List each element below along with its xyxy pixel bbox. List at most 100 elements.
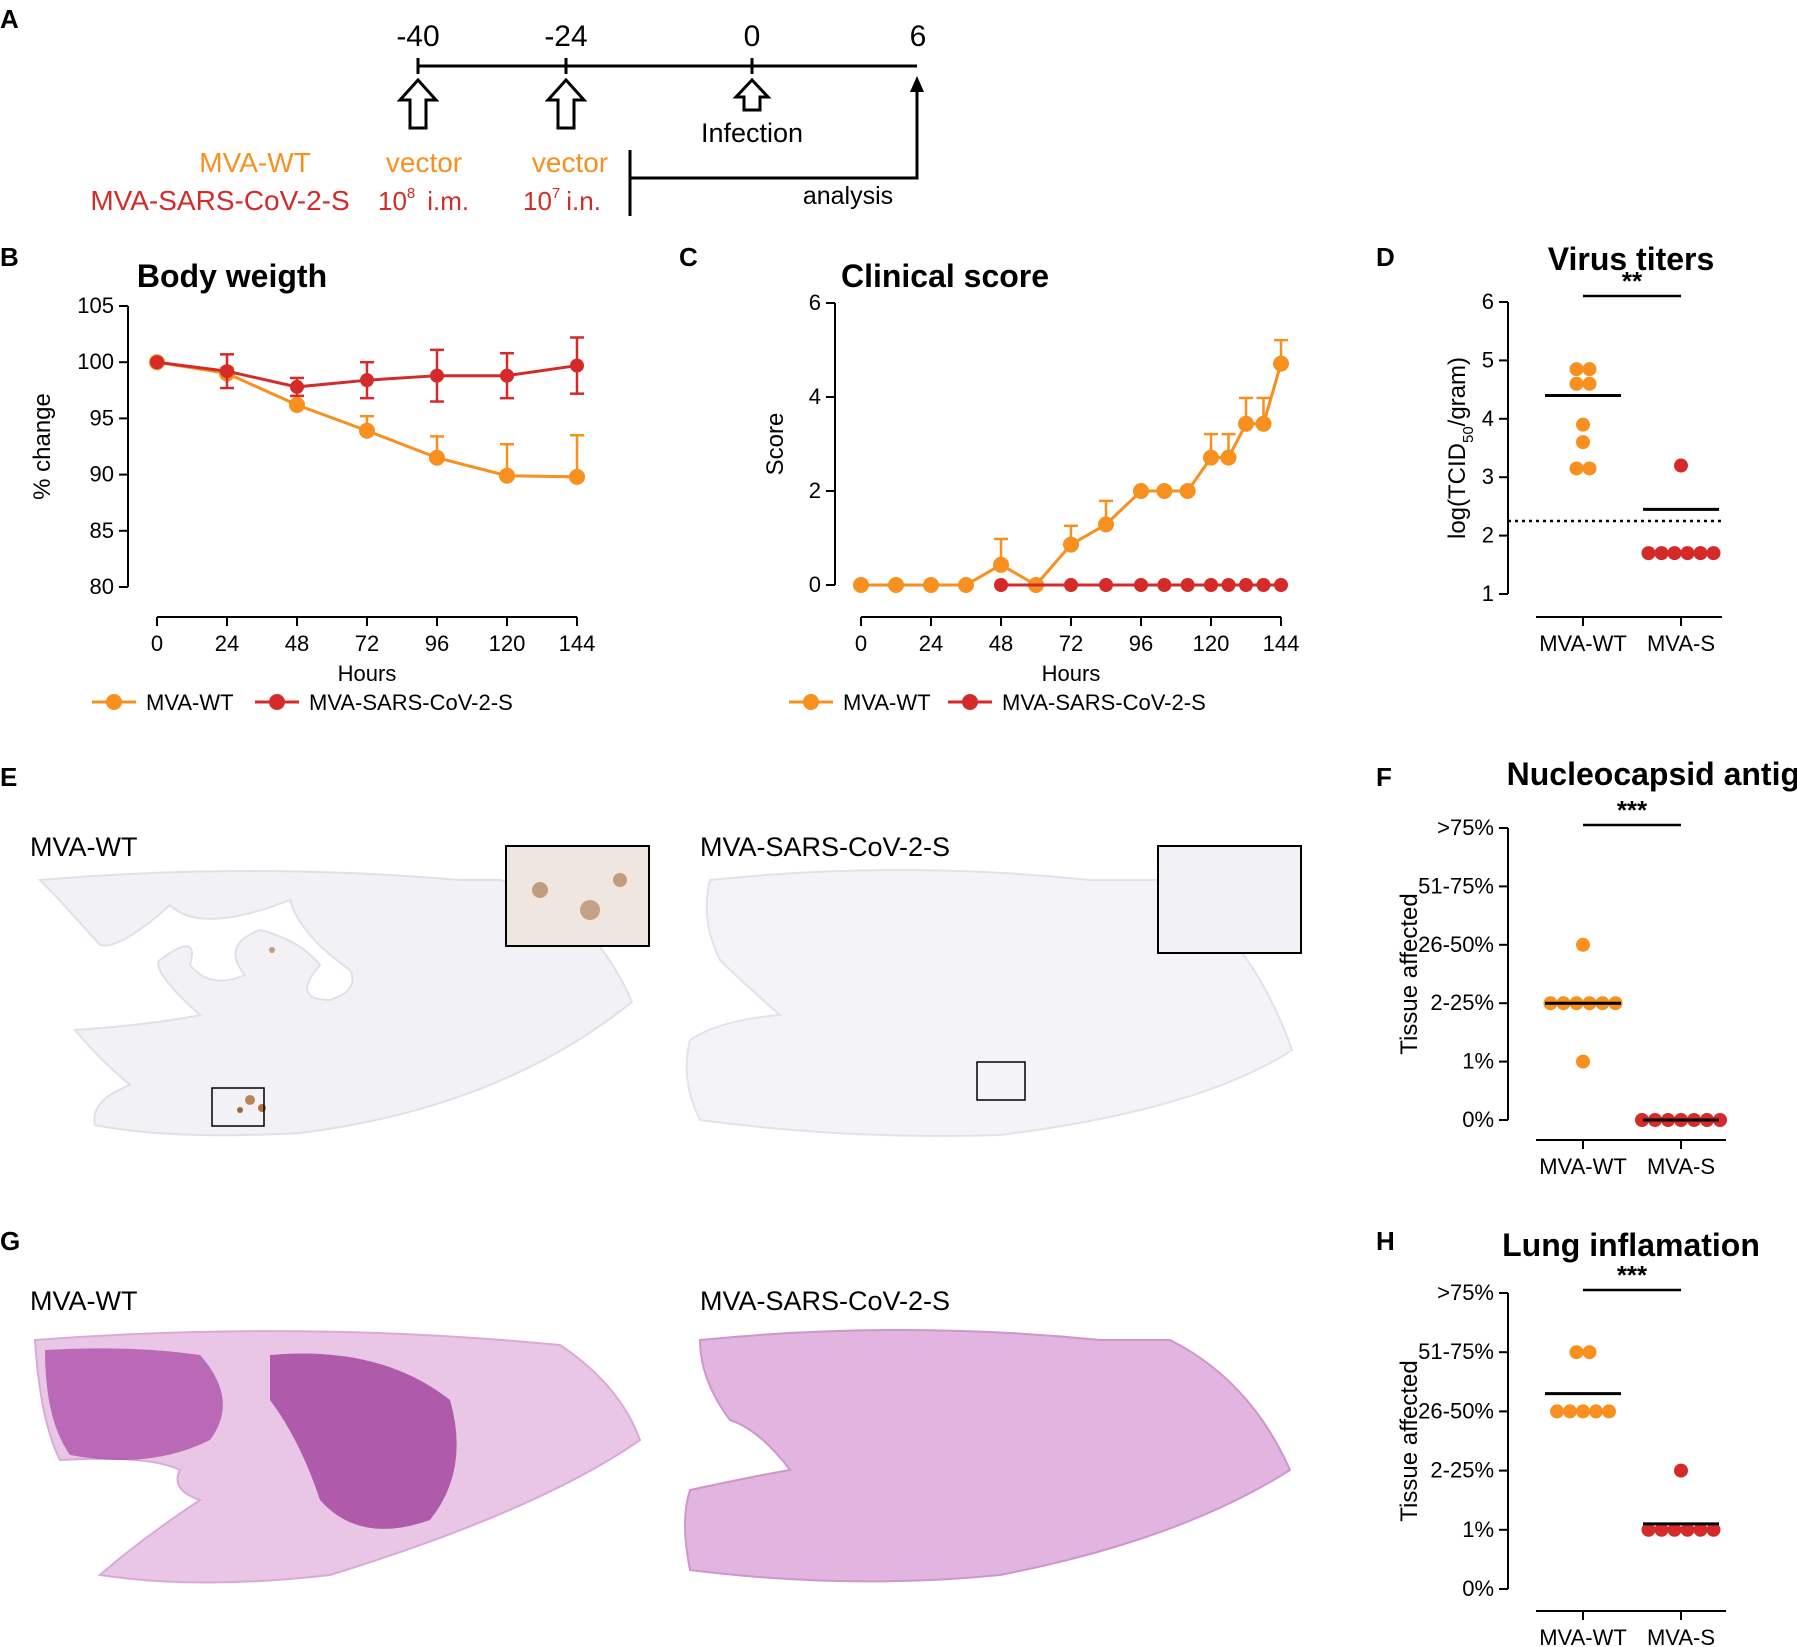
data-point: [888, 577, 904, 593]
y-tick-label: 2-25%: [1430, 990, 1494, 1015]
y-tick-label: 4: [809, 384, 821, 409]
y-tick-label: 90: [90, 462, 114, 487]
ihc-lung-wt: [37, 845, 650, 1137]
data-point: [360, 373, 374, 388]
data-point: [1674, 1463, 1688, 1478]
data-point: [500, 368, 514, 383]
zoom-region-box: [211, 1087, 265, 1127]
data-point: [1576, 417, 1590, 432]
y-axis-label: log(TCID50/gram): [1444, 357, 1477, 539]
x-tick-label: 144: [1263, 631, 1300, 656]
significance-stars: ***: [1617, 1260, 1648, 1290]
data-point: [1602, 1404, 1616, 1419]
data-point: [853, 577, 869, 593]
chart-virus-titers: Virus titers 1 2 3 4 5 6 MVA-WT MVA-S ** log(TCID5…: [1444, 241, 1725, 656]
legend-label: MVA-SARS-CoV-2-S: [309, 690, 513, 715]
x-tick-label: 120: [1193, 631, 1230, 656]
panel-letter-e: E: [0, 762, 17, 792]
data-point: [499, 467, 515, 484]
data-point: [220, 364, 234, 379]
panel-letter-g: G: [0, 1226, 20, 1256]
x-axis-label: Hours: [338, 661, 397, 686]
y-tick-label: 5: [1482, 347, 1494, 372]
y-tick-label: 3: [1482, 464, 1494, 489]
x-tick-label: MVA-WT: [1539, 1154, 1627, 1179]
data-point: [1550, 1404, 1564, 1419]
data-point: [1064, 578, 1078, 592]
chart-lung-inflammation: Lung inflamation 0% 1% 2-25% 26-50% 51-75% >75…: [1396, 1227, 1760, 1647]
data-point: [1221, 578, 1236, 592]
panel-letter-d: D: [1376, 242, 1395, 272]
legend-label: MVA-WT: [843, 690, 931, 715]
inflamed-region: [270, 1353, 457, 1529]
data-point: [1582, 461, 1597, 476]
x-tick-label: 48: [285, 631, 309, 656]
stain-spot: [613, 873, 627, 887]
y-tick-label: 0%: [1462, 1107, 1494, 1132]
dose-1: 108 i.m.: [378, 185, 469, 216]
y-tick-label: 85: [90, 518, 114, 543]
panel-letter-f: F: [1376, 762, 1392, 792]
y-axis-label: Score: [762, 413, 789, 476]
data-point: [1204, 578, 1218, 592]
he-lung-s: [684, 1329, 1292, 1583]
data-point: [1582, 1345, 1597, 1360]
y-tick-label: >75%: [1437, 1280, 1494, 1305]
analysis-label: analysis: [803, 182, 893, 210]
x-tick-label: MVA-S: [1647, 1154, 1715, 1179]
data-point: [1635, 1113, 1649, 1127]
data-point: [1654, 1522, 1669, 1537]
legend-marker: [962, 694, 978, 710]
data-point: [1680, 546, 1695, 561]
timeline-label: 6: [910, 20, 927, 53]
y-tick-label: 105: [77, 293, 114, 318]
data-point: [958, 577, 974, 593]
x-axis-label: Hours: [1042, 661, 1101, 686]
panel-a: A -40 -24 0 6 Infection analysis MVA-WT …: [0, 4, 926, 216]
timeline-label: -24: [544, 20, 587, 53]
y-tick-label: 1: [1482, 581, 1494, 606]
x-tick-label: 72: [1059, 631, 1083, 656]
y-tick-label: 80: [90, 574, 114, 599]
lung-section: [685, 869, 1294, 1137]
chart-nucleocapsid: Nucleocapsid antigen 0% 1% 2-25% 26-50% 51-75…: [1396, 756, 1797, 1179]
y-tick-label: 4: [1482, 406, 1494, 431]
data-point: [570, 358, 584, 373]
x-tick-label: 48: [989, 631, 1013, 656]
group-label-s: MVA-SARS-CoV-2-S: [90, 185, 349, 216]
legend-marker: [106, 694, 122, 710]
x-tick-label: 72: [355, 631, 379, 656]
infection-arrow-icon: [732, 77, 772, 112]
data-point: [993, 556, 1009, 573]
data-point: [429, 449, 445, 466]
series-line-wt: [861, 363, 1283, 587]
data-point: [1569, 376, 1584, 391]
group-label-wt: MVA-WT: [199, 147, 310, 178]
data-point: [1157, 578, 1172, 592]
data-point: [569, 468, 585, 485]
stain-spot: [245, 1095, 255, 1105]
panel-letter-b: B: [0, 242, 19, 272]
immunization-arrow-icon: [396, 77, 440, 130]
data-point: [1179, 483, 1196, 499]
chart-title: Lung inflamation: [1502, 1227, 1760, 1263]
dose-2: 107 i.n.: [523, 185, 601, 216]
x-tick-label: MVA-S: [1647, 631, 1715, 656]
histo-label-s: MVA-SARS-CoV-2-S: [700, 832, 950, 862]
data-point: [1134, 578, 1148, 592]
data-point: [1156, 483, 1173, 499]
data-point: [1582, 376, 1597, 391]
x-tick-label: MVA-S: [1647, 1625, 1715, 1647]
stain-spot: [258, 1104, 266, 1112]
data-point: [1680, 1522, 1695, 1537]
data-point: [1693, 1522, 1708, 1537]
data-point: [1582, 362, 1597, 377]
ihc-lung-s: [685, 845, 1302, 1137]
data-point: [1706, 1522, 1721, 1537]
chart-title: Clinical score: [841, 258, 1049, 294]
lung-section: [37, 870, 634, 1137]
lung-section: [684, 1329, 1292, 1583]
data-point: [1667, 546, 1682, 561]
timeline-label: 0: [744, 20, 761, 53]
